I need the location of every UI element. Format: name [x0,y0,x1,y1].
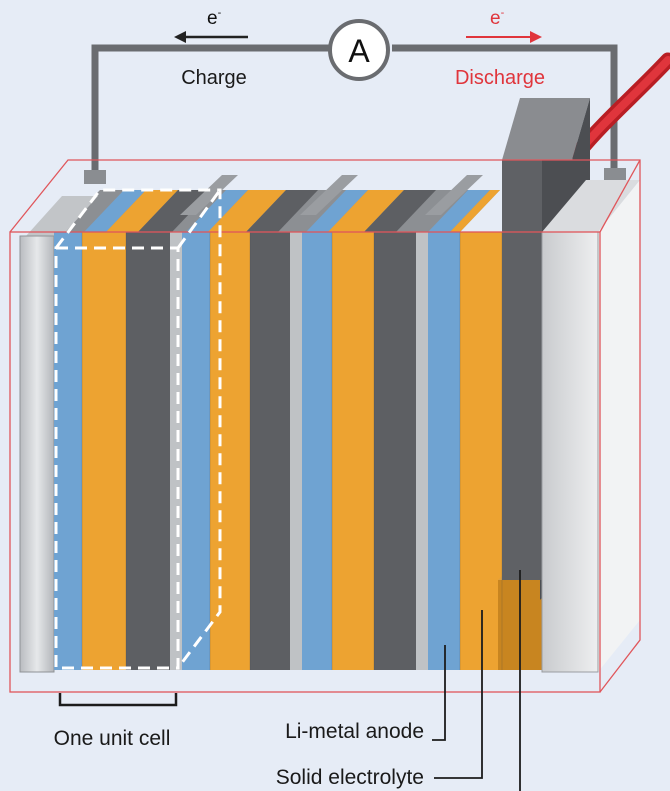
anode-layer [250,232,290,670]
right-end-plate [541,180,640,673]
left-end-plate [19,196,98,673]
unit-cell-bracket [58,693,178,707]
left-wire [91,44,330,175]
layer-stack-front [54,232,542,670]
collector-layer [290,232,302,670]
unit-cell-label: One unit cell [54,727,171,750]
discharge-arrow-head [530,31,542,43]
cathode-layer [302,232,332,670]
right-terminal [604,168,626,182]
cathode-layer [54,232,82,670]
discharge-flow: e- Discharge [455,7,545,89]
discharge-label: Discharge [455,67,545,89]
collector-layer [170,232,182,670]
anode-label: Li-metal anode [285,720,424,743]
electrolyte-layer [332,232,374,670]
collector-layer [416,232,428,670]
discharge-electron-label: e [490,8,501,29]
ammeter-icon: A [328,19,390,81]
svg-text:e-: e- [207,7,222,29]
ammeter-symbol: A [348,33,370,69]
cathode-layer [182,232,210,670]
unit-cell-highlight [54,188,222,670]
casing-outline [9,159,641,693]
electrolyte-layer [210,232,250,670]
electrolyte-label: Solid electrolyte [276,766,424,789]
anode-layer [126,232,170,670]
left-terminal [84,170,106,184]
electrolyte-layer [460,232,502,670]
anode-leader-line [432,645,446,741]
stack-top-face [60,190,500,232]
right-wire [392,44,618,172]
electrolyte-layer [82,232,126,670]
svg-text:e-: e- [490,7,505,29]
anode-layer [374,232,416,670]
charge-label: Charge [181,67,247,89]
cathode-layer [428,232,460,670]
charge-flow: e- Charge [174,7,248,89]
collector-tabs [180,175,483,215]
external-circuit [84,44,626,184]
charge-arrow-head [174,31,186,43]
charge-electron-label: e [207,8,218,29]
electrolyte-leader-line [434,610,483,779]
